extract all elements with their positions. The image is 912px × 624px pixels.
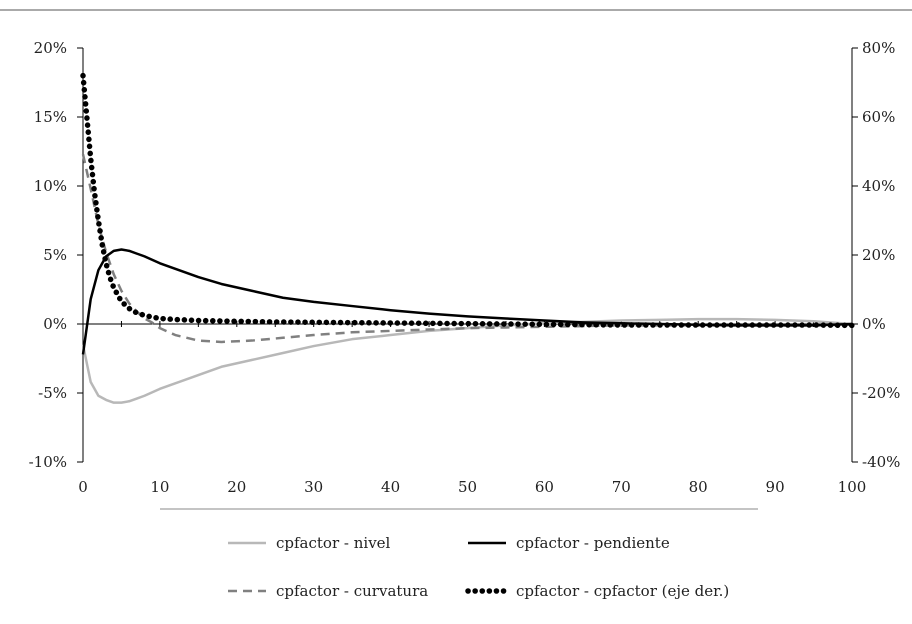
y-tick-label-left: 0%: [43, 315, 67, 333]
legend-label-1: cpfactor - nivel: [276, 534, 391, 552]
legend-label-3: cpfactor - curvatura: [276, 582, 428, 600]
x-tick-label: 90: [766, 478, 785, 496]
y-tick-label-left: -10%: [29, 453, 67, 471]
legend: cpfactor - nivel cpfactor - pendiente cpfa…: [228, 534, 729, 600]
x-tick-label: 20: [227, 478, 246, 496]
series-line-3: [81, 153, 853, 344]
y-tick-label-left: 10%: [34, 177, 67, 195]
x-tick-label: 60: [535, 478, 554, 496]
y-tick-label-left: -5%: [38, 384, 67, 402]
x-tick-label: 70: [612, 478, 631, 496]
y-tick-label-right: 60%: [862, 108, 895, 126]
series-line-2: [81, 248, 853, 355]
x-tick-label: 50: [458, 478, 477, 496]
series-layer: [80, 72, 855, 404]
legend-label-2: cpfactor - pendiente: [516, 534, 670, 552]
y-tick-label-right: 40%: [862, 177, 895, 195]
series-line-4: [80, 72, 855, 329]
y-tick-label-left: 5%: [43, 246, 67, 264]
x-tick-label: 0: [78, 478, 88, 496]
y-tick-label-right: 20%: [862, 246, 895, 264]
x-tick-label: 10: [150, 478, 169, 496]
legend-label-4: cpfactor - cpfactor (eje der.): [516, 582, 729, 600]
x-tick-label: 80: [689, 478, 708, 496]
y-tick-label-right: 0%: [862, 315, 886, 333]
x-tick-label: 30: [304, 478, 323, 496]
y-tick-label-right: -20%: [862, 384, 900, 402]
x-tick-label: 40: [381, 478, 400, 496]
y-tick-label-left: 15%: [34, 108, 67, 126]
axes: -10% -5% 0% 5% 10% 15% 20% -40% -20% 0% 20% 40% 60% 8…: [29, 39, 901, 496]
y-tick-label-right: 80%: [862, 39, 895, 57]
x-tick-label: 100: [838, 478, 867, 496]
y-tick-label-left: 20%: [34, 39, 67, 57]
series-line-1: [81, 317, 853, 404]
y-tick-label-right: -40%: [862, 453, 900, 471]
